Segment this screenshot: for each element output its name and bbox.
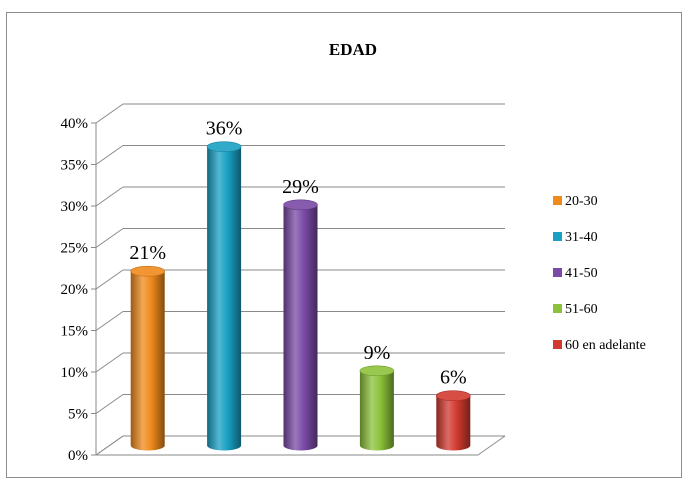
gridline-side xyxy=(95,186,124,207)
chart-title: EDAD xyxy=(329,40,377,59)
legend-label: 60 en adelante xyxy=(565,338,646,353)
bar-top xyxy=(435,390,471,402)
legend-item: 60 en adelante xyxy=(553,338,646,353)
gridline-side xyxy=(95,435,124,456)
bar-60-en-adelante xyxy=(435,390,471,451)
data-label: 21% xyxy=(129,242,166,264)
legend-item: 41-50 xyxy=(553,266,598,281)
gridline-side xyxy=(95,269,124,290)
bar-top xyxy=(359,365,395,377)
legend-swatch xyxy=(553,232,562,241)
y-tick-label: 15% xyxy=(61,324,89,340)
bar-top xyxy=(130,265,165,277)
bar-body xyxy=(207,146,242,451)
data-label: 29% xyxy=(282,176,319,198)
legend-label: 41-50 xyxy=(565,266,598,281)
floor-right-edge xyxy=(477,435,506,456)
legend-swatch xyxy=(553,340,562,349)
legend-item: 51-60 xyxy=(553,302,598,317)
y-tick-label: 35% xyxy=(61,158,89,174)
y-tick-label: 30% xyxy=(61,199,89,215)
data-label: 36% xyxy=(206,118,243,140)
data-label: 9% xyxy=(364,342,391,364)
y-tick-label: 5% xyxy=(68,407,88,423)
bar-20-30 xyxy=(130,265,165,451)
legend-item: 20-30 xyxy=(553,194,598,209)
gridline-side xyxy=(95,394,124,414)
legend-label: 31-40 xyxy=(565,230,598,245)
gridline-side xyxy=(95,352,124,373)
y-tick-label: 10% xyxy=(61,365,89,381)
bar-top xyxy=(283,199,318,211)
legend-swatch xyxy=(553,196,562,205)
gridline-side xyxy=(95,228,124,248)
y-tick-label: 40% xyxy=(61,116,89,132)
bar-51-60 xyxy=(359,365,395,451)
bar-body xyxy=(283,204,318,451)
legend-label: 20-30 xyxy=(565,194,598,209)
gridline-side xyxy=(95,103,124,124)
bar-41-50 xyxy=(283,199,318,451)
y-axis-ticks: 0% 5% 10% 15% 20% 25% 30% 35% 40% xyxy=(61,116,96,464)
chart-frame xyxy=(6,12,682,478)
legend: 20-30 31-40 41-50 51-60 60 en adelante xyxy=(553,194,646,353)
y-tick-label: 25% xyxy=(61,241,89,257)
bar-top xyxy=(206,141,242,152)
legend-swatch xyxy=(553,304,562,313)
data-labels: 21% 36% 29% 9% 6% xyxy=(129,118,466,389)
gridline-side xyxy=(95,311,124,331)
legend-item: 31-40 xyxy=(553,230,598,245)
data-label: 6% xyxy=(440,367,467,389)
y-tick-label: 0% xyxy=(68,448,88,464)
bar-body xyxy=(130,271,165,451)
legend-swatch xyxy=(553,268,562,277)
gridline-side xyxy=(95,145,124,165)
legend-label: 51-60 xyxy=(565,302,598,317)
bars xyxy=(130,141,471,451)
y-tick-label: 20% xyxy=(61,282,89,298)
bar-body xyxy=(359,370,394,451)
bar-31-40 xyxy=(206,141,242,451)
bar-body xyxy=(436,395,471,451)
